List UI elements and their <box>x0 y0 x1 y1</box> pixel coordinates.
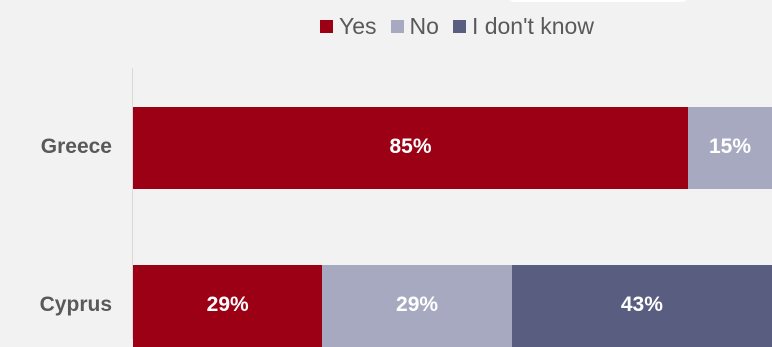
bar-segment <box>322 265 512 347</box>
bar-segment <box>133 265 323 347</box>
bar-segment <box>511 265 772 347</box>
data-label: 29% <box>206 293 249 316</box>
legend-label: No <box>409 13 439 39</box>
legend-label: Yes <box>339 13 377 39</box>
bar-segment <box>133 107 689 189</box>
data-label: 43% <box>620 293 663 316</box>
chart: Yes No I don't know Greece 85% 15% Cyprus 29% 2… <box>39 0 772 347</box>
data-label: 29% <box>396 293 439 316</box>
category-label: Greece <box>40 135 112 158</box>
legend-item: Yes <box>320 13 377 40</box>
data-label: 15% <box>709 135 752 158</box>
data-label: 85% <box>389 135 432 158</box>
category-axis-line <box>132 68 133 339</box>
legend: Yes No I don't know <box>320 13 608 40</box>
legend-swatch <box>320 20 333 33</box>
legend-item: No <box>390 13 439 40</box>
legend-item: I don't know <box>452 13 594 40</box>
top-pill <box>508 0 688 2</box>
legend-swatch <box>452 20 466 33</box>
bar-segment <box>688 107 772 189</box>
category-label: Cyprus <box>39 293 112 316</box>
legend-swatch <box>390 20 404 33</box>
legend-label: I don't know <box>471 13 594 39</box>
